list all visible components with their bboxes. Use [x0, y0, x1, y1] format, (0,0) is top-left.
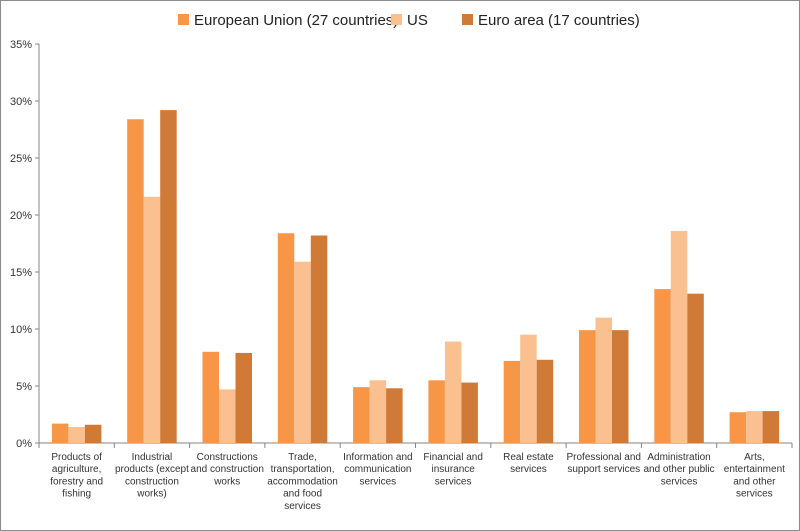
legend-label: Euro area (17 countries) — [478, 12, 640, 29]
bar — [461, 382, 478, 443]
x-tick-label: Products of agriculture, forestry and fishi… — [50, 452, 103, 500]
bar — [503, 360, 521, 443]
bar — [160, 110, 177, 444]
bar — [746, 411, 763, 443]
bars — [51, 110, 780, 444]
y-tick-label: 15% — [10, 267, 32, 279]
legend: European Union (27 countries) US Euro area… — [178, 12, 640, 29]
bar — [654, 289, 671, 443]
x-tick-label: Administration and other public services — [643, 452, 714, 487]
x-tick-label: Professional and support services — [567, 452, 642, 475]
y-tick-label: 25% — [10, 153, 32, 165]
bar — [219, 389, 236, 443]
bar — [369, 380, 387, 443]
y-tick-label: 5% — [16, 381, 32, 393]
bar — [353, 387, 370, 443]
bar — [277, 233, 295, 443]
x-tick-label: Financial and insurance services — [423, 452, 482, 487]
bar — [143, 196, 161, 443]
bar — [687, 293, 704, 443]
bar — [202, 351, 219, 443]
legend-swatch — [462, 14, 473, 25]
bar — [520, 334, 537, 443]
x-tick-label: Trade, transportation, accommodation and fo… — [267, 452, 338, 512]
legend-swatch — [391, 14, 402, 25]
y-tick-label: 0% — [16, 438, 32, 450]
y-tick-label: 20% — [10, 210, 32, 222]
bar — [84, 424, 102, 443]
bar — [310, 235, 328, 443]
bar — [386, 388, 403, 443]
bar — [235, 352, 252, 443]
bar — [444, 341, 462, 443]
legend-label: European Union (27 countries) — [194, 12, 398, 29]
bar — [670, 230, 688, 443]
bar — [294, 261, 311, 443]
y-tick-label: 35% — [10, 39, 32, 51]
category-labels: Products of agriculture, forestry and fishi… — [50, 452, 785, 512]
bar — [127, 119, 144, 444]
x-tick-label: Industrial products (except construction wo… — [115, 452, 189, 500]
x-tick-label: Arts, entertainment and other services — [724, 452, 785, 500]
bar — [729, 412, 747, 443]
y-tick-label: 10% — [10, 324, 32, 336]
bar — [612, 330, 629, 443]
x-tick-label: Information and communication services — [343, 452, 413, 487]
bar — [536, 359, 554, 443]
bar — [428, 380, 445, 443]
bar — [68, 427, 85, 443]
bar — [762, 411, 780, 443]
x-tick-label: Constructions and construction works — [191, 452, 264, 487]
x-tick-label: Real estate services — [503, 452, 554, 475]
y-tick-label: 30% — [10, 96, 32, 108]
legend-swatch — [178, 14, 189, 25]
bar — [51, 423, 69, 443]
bar — [579, 330, 596, 443]
legend-label: US — [407, 12, 428, 29]
bar — [595, 317, 612, 443]
